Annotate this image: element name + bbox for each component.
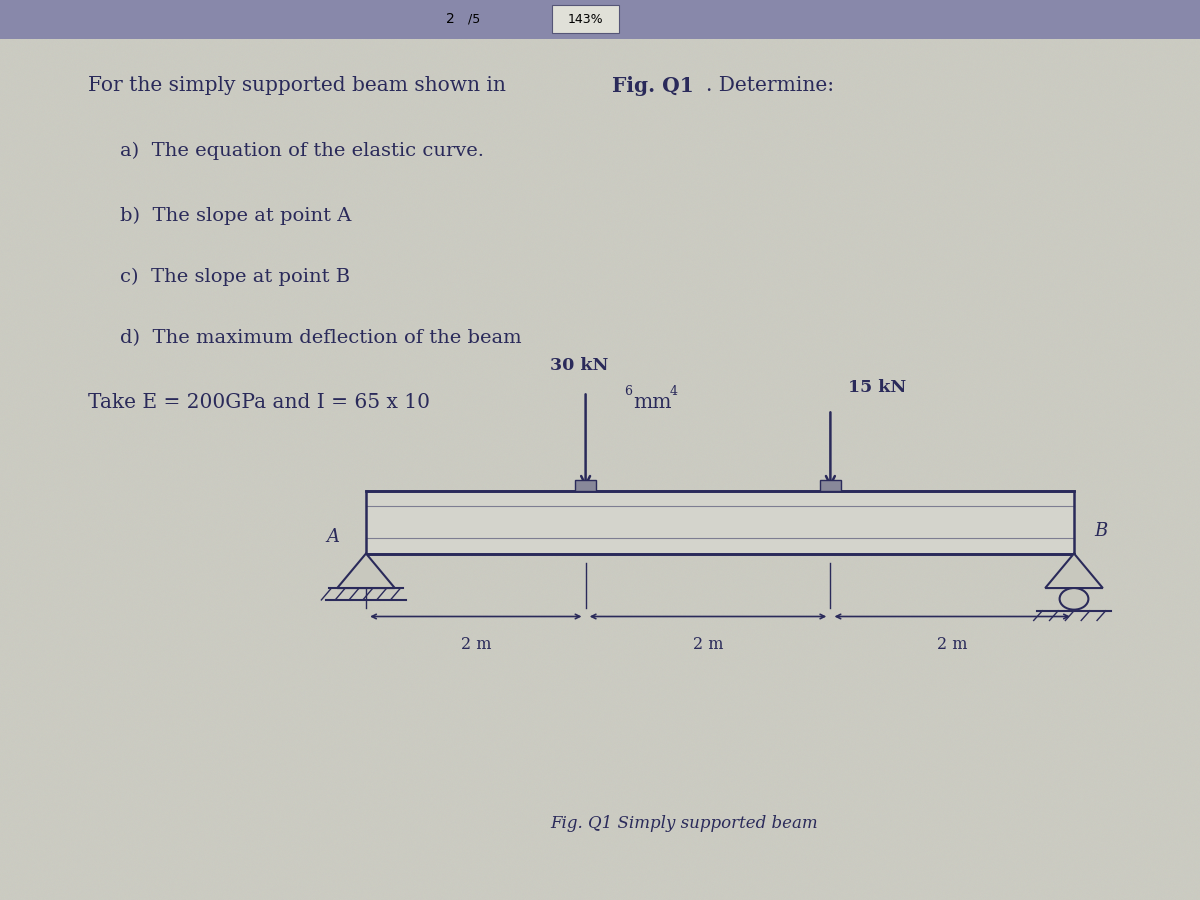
Text: b)  The slope at point A: b) The slope at point A	[120, 207, 352, 225]
Bar	[0, 0, 1200, 39]
Text: Fig. Q1: Fig. Q1	[612, 76, 694, 95]
Bar	[366, 491, 1074, 554]
Bar	[820, 480, 841, 491]
Text: 143%: 143%	[568, 13, 604, 26]
Text: For the simply supported beam shown in: For the simply supported beam shown in	[88, 76, 512, 95]
Text: c)  The slope at point B: c) The slope at point B	[120, 268, 350, 286]
Text: 30 kN: 30 kN	[551, 356, 608, 374]
Text: d)  The maximum deflection of the beam: d) The maximum deflection of the beam	[120, 329, 522, 347]
FancyBboxPatch shape	[552, 5, 619, 33]
Text: B: B	[1094, 522, 1108, 540]
Text: Fig. Q1 Simply supported beam: Fig. Q1 Simply supported beam	[550, 815, 818, 832]
Text: 2 m: 2 m	[461, 636, 491, 653]
Polygon shape	[337, 554, 395, 588]
Text: 2 m: 2 m	[692, 636, 724, 653]
Text: 2 m: 2 m	[937, 636, 967, 653]
Text: mm: mm	[634, 392, 672, 412]
Bar	[575, 480, 596, 491]
Text: A: A	[326, 528, 338, 546]
Text: 2: 2	[445, 13, 455, 26]
Text: /5: /5	[468, 13, 480, 26]
Text: . Determine:: . Determine:	[706, 76, 834, 95]
Circle shape	[1060, 588, 1088, 609]
Text: 4: 4	[670, 385, 678, 398]
Text: Take E = 200GPa and I = 65 x 10: Take E = 200GPa and I = 65 x 10	[88, 392, 430, 412]
Text: 6: 6	[624, 385, 632, 398]
Text: 15 kN: 15 kN	[848, 379, 907, 396]
Polygon shape	[1045, 554, 1103, 588]
Text: a)  The equation of the elastic curve.: a) The equation of the elastic curve.	[120, 142, 484, 160]
